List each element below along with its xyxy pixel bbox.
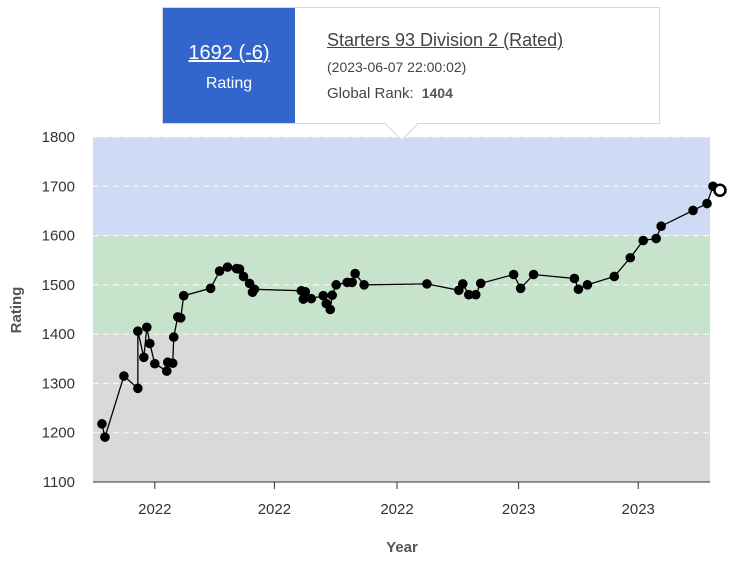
data-point [331,280,342,290]
x-tick-label: 2023 [622,501,655,518]
data-point [298,294,309,304]
rating-series [97,181,727,442]
data-point [327,290,338,301]
data-point [149,358,160,369]
x-tick-label: 2022 [380,501,413,518]
data-point [119,371,129,381]
data-point [656,221,666,232]
data-point [347,277,357,288]
data-point [422,279,432,289]
data-point [318,290,329,301]
y-tick-label: 1100 [43,474,75,491]
data-point [133,326,143,336]
data-point [569,273,580,284]
data-point [573,284,584,295]
contest-tooltip: 1692 (-6) Rating Starters 93 Division 2 … [162,7,660,141]
data-point [145,338,155,349]
data-point [142,322,152,333]
data-point [168,332,179,342]
data-point [249,284,260,295]
y-tick-label: 1400 [42,326,75,343]
selected-point [713,183,727,197]
data-point [178,290,189,301]
y-tick-label: 1600 [42,228,75,245]
data-point [463,289,474,300]
x-axis-title: Year [386,539,418,556]
contest-date: (2023-06-07 22:00:02) [327,59,467,75]
data-point [582,280,593,290]
data-point [508,269,519,280]
data-point [458,279,468,289]
data-point [306,293,317,304]
data-point [167,358,178,369]
data-point [325,304,336,315]
y-tick-label: 1800 [42,129,75,146]
global-rank-value: 1404 [421,85,453,101]
data-point [133,383,143,394]
data-point [651,233,661,244]
data-point [175,313,186,323]
data-point [638,235,649,246]
data-point [97,419,107,429]
y-axis-ticks: 1100 1200 1300 1400 1500 1600 1700 1800 [42,129,75,491]
global-rank-label: Global Rank: [327,85,414,102]
data-point [470,289,481,300]
data-point [688,205,698,216]
data-point [625,252,636,263]
global-rank-row: Global Rank: 1404 [327,85,649,102]
y-tick-label: 1700 [42,178,75,195]
chart-grid [93,136,710,434]
x-axis-ticks: 2022 2022 2022 2023 2023 [138,482,655,518]
data-point [234,264,245,274]
x-tick-label: 2022 [258,501,291,518]
data-point [609,271,620,282]
data-point [350,268,360,279]
data-point [300,286,311,297]
data-point [359,280,369,290]
contest-name-link[interactable]: Starters 93 Division 2 (Rated) [327,30,564,50]
data-point [515,283,526,294]
y-tick-label: 1200 [42,425,75,442]
data-point [475,278,486,289]
data-point [528,269,539,280]
y-tick-label: 1500 [42,277,75,294]
x-tick-label: 2023 [502,501,535,518]
y-axis-title: Rating [8,287,25,334]
data-point [238,271,249,282]
y-tick-label: 1300 [42,375,75,392]
data-point [222,262,233,272]
data-point [100,432,110,442]
tooltip-rating-panel: 1692 (-6) Rating [163,8,295,123]
data-point [205,283,216,294]
data-point [139,352,149,363]
rating-bands [93,137,710,482]
rating-label: Rating [205,75,253,92]
data-point [161,366,172,376]
rating-change-link[interactable]: 1692 (-6) [188,42,270,64]
data-point [702,198,712,209]
data-point [214,266,225,276]
x-tick-label: 2022 [138,501,171,518]
tooltip-contest-info: Starters 93 Division 2 (Rated) (2023-06-… [327,30,649,102]
rating-band-0 [93,334,710,482]
